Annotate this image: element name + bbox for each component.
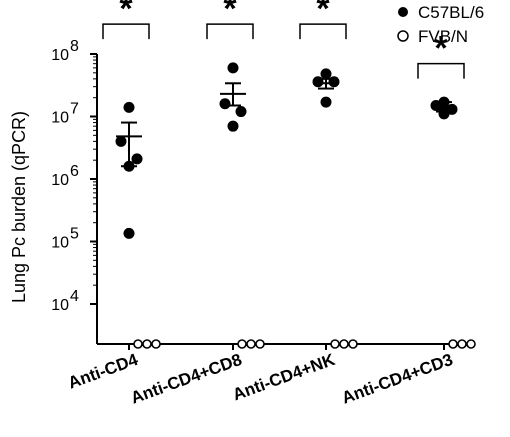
y-tick-exponent: 7: [70, 101, 79, 118]
fvbn-point: [457, 339, 467, 349]
c57bl6-point: [235, 106, 247, 118]
error-bars: [116, 77, 457, 168]
fvbn-point: [348, 339, 358, 349]
c57bl6-point: [438, 108, 450, 120]
legend-label: FVB/N: [418, 27, 468, 46]
x-category-label: Anti-CD4+CD8: [128, 350, 244, 408]
significance-asterisk: *: [434, 30, 448, 68]
c57bl6-point: [123, 160, 135, 172]
fvbn-point: [237, 339, 247, 349]
significance-asterisk: *: [119, 0, 133, 28]
y-tick-label: 10: [51, 110, 69, 127]
fvbn-point: [339, 339, 349, 349]
significance-bracket: [206, 23, 254, 40]
fvbn-point: [448, 339, 458, 349]
y-tick-exponent: 4: [70, 288, 79, 305]
c57bl6-point: [227, 120, 239, 132]
legend-marker-c57bl6: [398, 7, 408, 17]
legend-label: C57BL/6: [418, 3, 484, 22]
y-tick-label: 10: [51, 297, 69, 314]
x-category-label: Anti-CD4+CD3: [339, 350, 455, 408]
y-axis-title: Lung Pc burden (qPCR): [9, 111, 29, 303]
c57bl6-point: [328, 76, 340, 88]
fvbn-point: [466, 339, 476, 349]
c57bl6-point: [219, 98, 231, 110]
y-tick-exponent: 6: [70, 163, 79, 180]
y-tick-exponent: 8: [70, 38, 79, 55]
c57bl6-point: [115, 135, 127, 147]
c57bl6-point: [312, 76, 324, 88]
fvbn-point: [142, 339, 152, 349]
legend: C57BL/6 FVB/N: [397, 3, 484, 46]
fvbn-point: [255, 339, 265, 349]
y-tick-label: 10: [51, 47, 69, 64]
c57bl6-point: [123, 101, 135, 113]
y-tick-label: 10: [51, 235, 69, 252]
significance-bracket: [417, 62, 465, 79]
significance-asterisk: *: [223, 0, 237, 28]
axes: [96, 54, 468, 345]
c57bl6-point: [446, 103, 458, 115]
c57bl6-point: [131, 153, 143, 165]
c57bl6-point: [320, 96, 332, 108]
significance-bracket: [102, 23, 150, 40]
x-category-label: Anti-CD4+NK: [230, 350, 338, 405]
fvbn-point: [246, 339, 256, 349]
x-category-label: Anti-CD4: [66, 350, 141, 393]
c57bl6-point: [320, 68, 332, 80]
c57bl6-point: [227, 62, 239, 74]
c57bl6-point: [123, 227, 135, 239]
data-points: [115, 62, 476, 349]
fvbn-point: [133, 339, 143, 349]
fvbn-point: [151, 339, 161, 349]
legend-marker-fvbn: [397, 30, 409, 42]
fvbn-point: [330, 339, 340, 349]
y-tick-label: 10: [51, 172, 69, 189]
significance-asterisk: *: [316, 0, 330, 28]
significance-bracket: [299, 23, 347, 40]
y-tick-exponent: 5: [70, 226, 79, 243]
significance-brackets: * * * *: [102, 0, 465, 79]
